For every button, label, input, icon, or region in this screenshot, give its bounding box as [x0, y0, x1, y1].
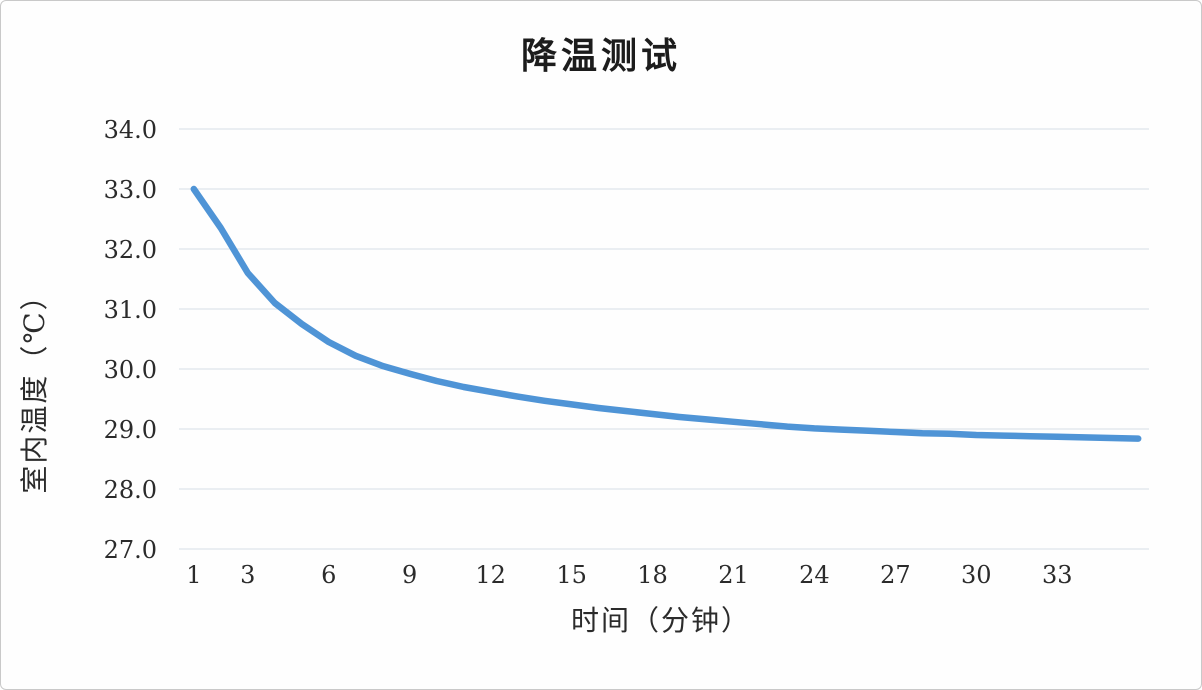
x-axis-label: 时间（分钟） — [570, 604, 751, 637]
y-tick-label: 31.0 — [104, 296, 157, 324]
y-tick-label: 33.0 — [104, 176, 157, 204]
x-tick-label: 15 — [556, 561, 587, 589]
x-tick-label: 30 — [961, 561, 992, 589]
x-tick-label: 18 — [637, 561, 668, 589]
y-tick-label: 30.0 — [104, 356, 157, 384]
temperature-line — [190, 185, 1142, 442]
x-tick-label: 1 — [186, 561, 201, 589]
x-tick-label: 27 — [880, 561, 911, 589]
y-tick-label: 28.0 — [104, 476, 157, 504]
x-tick-label: 9 — [402, 561, 417, 589]
x-tick-label: 21 — [718, 561, 749, 589]
x-tick-label: 33 — [1042, 561, 1073, 589]
y-tick-label: 29.0 — [104, 416, 157, 444]
chart-title: 降温测试 — [520, 35, 681, 77]
y-tick-label: 34.0 — [104, 116, 157, 144]
x-tick-label: 3 — [240, 561, 255, 589]
y-tick-label: 32.0 — [104, 236, 157, 264]
y-tick-label: 27.0 — [104, 536, 157, 564]
x-tick-label: 12 — [475, 561, 506, 589]
x-tick-label: 24 — [799, 561, 830, 589]
x-tick-label: 6 — [321, 561, 336, 589]
